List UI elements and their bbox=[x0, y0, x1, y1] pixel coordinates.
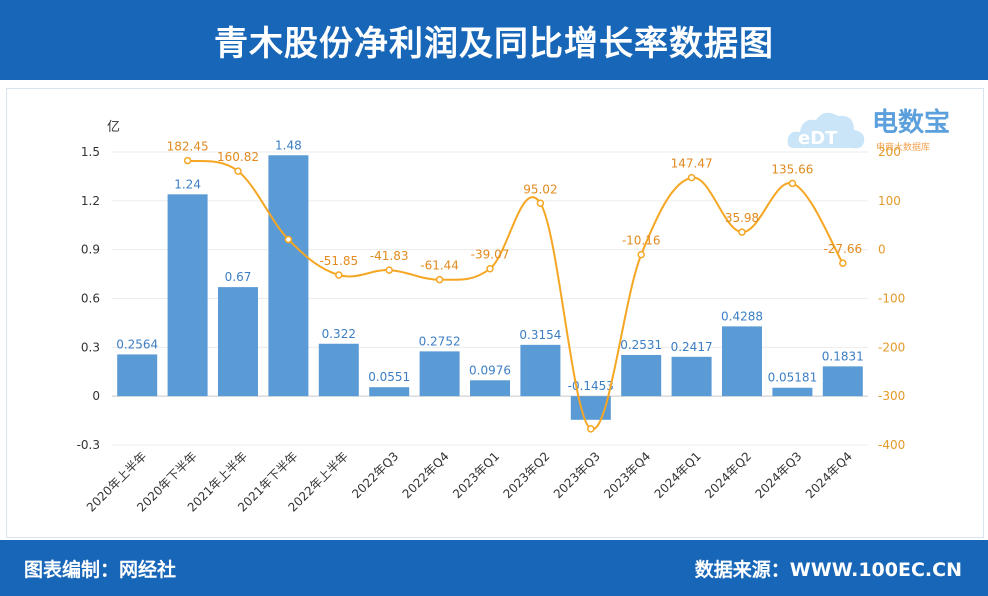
cloud-logo-icon: eDT bbox=[787, 112, 865, 149]
footer-credit: 图表编制：网经社 bbox=[24, 559, 177, 581]
logo-text: 电数宝 bbox=[872, 108, 951, 138]
footer-bar: 图表编制：网经社 数据来源：WWW.100EC.CN bbox=[0, 540, 988, 596]
title-bar: 青木股份净利润及同比增长率数据图 bbox=[0, 0, 988, 80]
chart-title: 青木股份净利润及同比增长率数据图 bbox=[214, 23, 774, 64]
footer-source: 数据来源：WWW.100EC.CN bbox=[694, 559, 962, 581]
svg-text:eDT: eDT bbox=[798, 128, 838, 149]
logo-subtext: 电商大数据库 bbox=[876, 143, 931, 153]
